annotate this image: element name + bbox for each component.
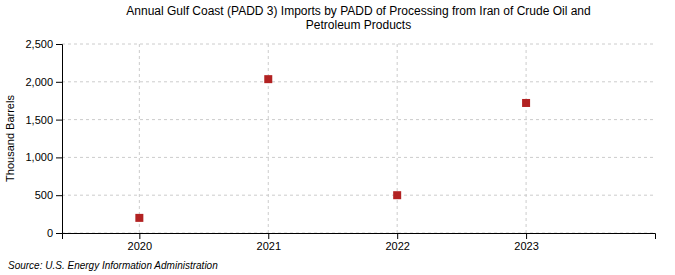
- tick-mark: [56, 44, 62, 45]
- x-axis: 2020 2021 2022 2023: [63, 233, 656, 252]
- tick: 2,500: [25, 38, 62, 50]
- grid-line: [62, 81, 655, 82]
- tick-label: 2021: [257, 240, 281, 252]
- point: [135, 214, 143, 222]
- tick: 2021: [257, 233, 281, 252]
- tick: 500: [35, 189, 62, 201]
- tick-mark: [56, 233, 62, 234]
- tick-label: 2,000: [25, 76, 53, 88]
- tick: 2,000: [25, 76, 62, 88]
- tick-label: 500: [35, 189, 53, 201]
- chart: 2020 2021 2022 2023 0 500 1,000 1,500 2,000 2,500…: [0, 0, 675, 275]
- grid-line: [139, 44, 140, 233]
- tick-mark: [56, 195, 62, 196]
- source: Source: U.S. Energy Information Administ…: [8, 260, 218, 271]
- tick-mark: [268, 233, 269, 239]
- grid-line: [526, 44, 527, 233]
- grid-line: [62, 44, 655, 45]
- points: [135, 75, 530, 222]
- tick-label: 1,000: [25, 151, 53, 163]
- tick-label: 2020: [128, 240, 152, 252]
- tick: 0: [47, 227, 62, 239]
- tick-mark: [56, 120, 62, 121]
- grid-line: [62, 195, 655, 196]
- tick-label: 0: [47, 227, 53, 239]
- tick: 2020: [128, 233, 152, 252]
- tick-mark: [139, 233, 140, 239]
- tick-mark: [526, 233, 527, 239]
- tick-label: 1,500: [25, 114, 53, 126]
- axis-line: [63, 234, 656, 240]
- grid-line: [62, 157, 655, 158]
- tick-label: 2023: [514, 240, 538, 252]
- tick-label: 2,500: [25, 38, 53, 50]
- tick: 1,000: [25, 151, 62, 163]
- point: [522, 99, 530, 107]
- tick-label: 2022: [385, 240, 409, 252]
- grid-line: [62, 119, 655, 120]
- axis-line: [56, 45, 63, 234]
- grid: [62, 44, 655, 233]
- y-axis-title: Thousand Barrels: [4, 95, 16, 182]
- title: Annual Gulf Coast (PADD 3) Imports by PA…: [126, 4, 590, 32]
- plot-area: 2020 2021 2022 2023 0 500 1,000 1,500 2,000 2,500: [25, 38, 655, 252]
- point: [264, 75, 272, 83]
- tick-mark: [56, 82, 62, 83]
- y-axis: 0 500 1,000 1,500 2,000 2,500: [25, 38, 62, 239]
- tick: 2022: [385, 233, 409, 252]
- tick-mark: [397, 233, 398, 239]
- tick: 2023: [514, 233, 538, 252]
- grid-line: [397, 44, 398, 233]
- tick: 1,500: [25, 114, 62, 126]
- point: [393, 191, 401, 199]
- tick-mark: [56, 157, 62, 158]
- grid-line: [268, 44, 269, 233]
